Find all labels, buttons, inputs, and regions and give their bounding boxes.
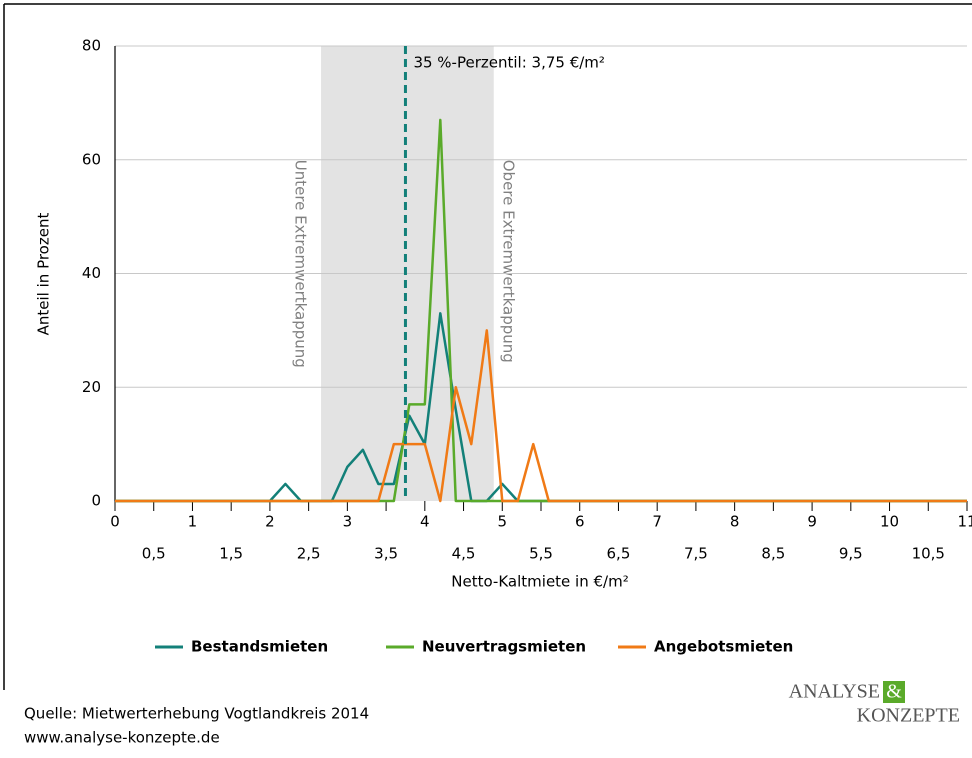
x-tick-label: 8: [730, 513, 740, 531]
y-tick-label: 60: [82, 150, 101, 168]
logo: &: [886, 681, 902, 703]
series-line: [115, 118, 967, 503]
logo: KONZEPTE: [857, 705, 960, 727]
legend-label: Neuvertragsmieten: [422, 638, 586, 656]
x-tick-label: 9: [807, 513, 817, 531]
y-axis-label: Anteil in Prozent: [35, 213, 53, 336]
x-tick-label: 7: [652, 513, 662, 531]
reference-label: 35 %-Perzentil: 3,75 €/m²: [413, 54, 604, 72]
band-label: Obere Extremwertkappung: [499, 160, 517, 363]
x-tick-label: 0,5: [142, 545, 166, 563]
series-line: [115, 329, 967, 503]
y-tick-label: 40: [82, 264, 101, 282]
x-tick-label: 7,5: [684, 545, 708, 563]
x-tick-label: 4,5: [452, 545, 476, 563]
source: Quelle: Mietwerterhebung Vogtlandkreis 2…: [24, 705, 369, 723]
x-tick-label: 1: [188, 513, 198, 531]
band-label: Untere Extremwertkappung: [292, 160, 310, 368]
x-tick-label: 2: [265, 513, 275, 531]
x-tick-label: 0: [110, 513, 120, 531]
y-tick-label: 20: [82, 378, 101, 396]
legend-label: Bestandsmieten: [191, 638, 328, 656]
legend-label: Angebotsmieten: [654, 638, 793, 656]
x-tick-label: 5,5: [529, 545, 553, 563]
x-tick-label: 5: [497, 513, 507, 531]
x-tick-label: 3,5: [374, 545, 398, 563]
source-url: www.analyse-konzepte.de: [24, 729, 220, 747]
x-tick-label: 2,5: [297, 545, 321, 563]
x-tick-label: 11: [957, 513, 972, 531]
x-tick-label: 9,5: [839, 545, 863, 563]
logo: ANALYSE: [789, 681, 880, 703]
logo-box: [883, 681, 905, 703]
x-tick-label: 6,5: [607, 545, 631, 563]
x-tick-label: 10: [880, 513, 899, 531]
x-tick-label: 6: [575, 513, 585, 531]
x-tick-label: 1,5: [219, 545, 243, 563]
x-axis-label: Netto-Kaltmiete in €/m²: [451, 573, 628, 591]
x-tick-label: 4: [420, 513, 430, 531]
x-tick-label: 8,5: [761, 545, 785, 563]
y-tick-label: 0: [91, 492, 101, 510]
x-tick-label: 10,5: [912, 545, 945, 563]
y-tick-label: 80: [82, 37, 101, 55]
x-tick-label: 3: [343, 513, 353, 531]
